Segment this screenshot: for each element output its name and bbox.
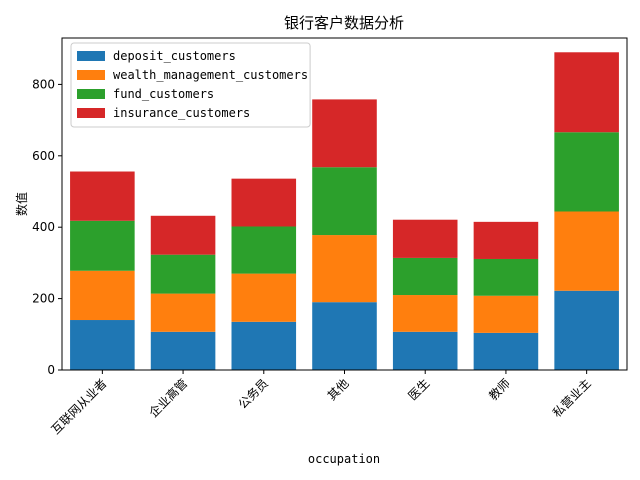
- bar-insurance_customers-0: [70, 171, 135, 221]
- y-tick-label: 0: [47, 363, 55, 377]
- bar-fund_customers-0: [70, 220, 135, 271]
- legend-swatch-deposit_customers: [77, 51, 105, 61]
- bar-fund_customers-1: [150, 254, 216, 294]
- y-tick-label: 400: [32, 220, 55, 234]
- chart-title: 银行客户数据分析: [284, 14, 404, 32]
- bar-fund_customers-4: [392, 257, 458, 296]
- legend-label-insurance_customers: insurance_customers: [113, 106, 250, 120]
- y-tick-label: 600: [32, 149, 55, 163]
- bar-fund_customers-3: [312, 167, 377, 236]
- legend-swatch-wealth_management_customers: [77, 70, 105, 80]
- bar-deposit_customers-0: [70, 320, 135, 370]
- legend-label-deposit_customers: deposit_customers: [113, 49, 236, 63]
- plot-frame: [61, 37, 628, 371]
- bar-fund_customers-2: [231, 226, 297, 274]
- bar-fund_customers-6: [554, 132, 619, 212]
- bar-insurance_customers-4: [392, 219, 458, 258]
- bar-fund_customers-5: [473, 258, 539, 296]
- bar-wealth_management_customers-6: [554, 211, 619, 291]
- legend-box: [70, 42, 311, 128]
- bar-deposit_customers-4: [392, 331, 458, 370]
- y-tick-label: 200: [32, 292, 55, 306]
- bars-layer: [70, 52, 619, 370]
- bar-wealth_management_customers-4: [392, 295, 458, 332]
- bar-insurance_customers-5: [473, 221, 539, 259]
- y-axis-label: 数值: [14, 192, 29, 216]
- x-tick-label: 医生: [405, 376, 432, 403]
- legend-label-wealth_management_customers: wealth_management_customers: [113, 68, 308, 82]
- legend-swatch-insurance_customers: [77, 108, 105, 118]
- bar-insurance_customers-6: [554, 52, 619, 133]
- bar-deposit_customers-1: [150, 331, 216, 370]
- x-tick-label: 企业高管: [146, 376, 191, 421]
- x-axis-label: occupation: [308, 452, 380, 466]
- legend-label-fund_customers: fund_customers: [113, 87, 214, 101]
- bar-wealth_management_customers-3: [312, 235, 377, 303]
- bar-deposit_customers-3: [312, 302, 377, 370]
- legend-swatch-fund_customers: [77, 89, 105, 99]
- x-tick-label: 其他: [325, 376, 352, 403]
- bar-wealth_management_customers-2: [231, 273, 297, 322]
- y-tick-label: 800: [32, 77, 55, 91]
- bar-deposit_customers-5: [473, 332, 539, 370]
- x-tick-label: 私营业主: [550, 376, 594, 420]
- legend: deposit_customers wealth_management_custo…: [70, 42, 311, 128]
- bar-deposit_customers-2: [231, 321, 297, 370]
- bar-insurance_customers-3: [312, 99, 377, 168]
- bar-wealth_management_customers-0: [70, 270, 135, 321]
- bar-wealth_management_customers-1: [150, 293, 216, 332]
- x-tick-label: 公务员: [235, 376, 271, 412]
- bar-deposit_customers-6: [554, 290, 619, 370]
- x-tick-label: 互联网从业者: [49, 376, 110, 437]
- bar-wealth_management_customers-5: [473, 295, 539, 333]
- bar-insurance_customers-1: [150, 215, 216, 255]
- x-tick-label: 教师: [485, 376, 513, 404]
- bar-insurance_customers-2: [231, 178, 297, 227]
